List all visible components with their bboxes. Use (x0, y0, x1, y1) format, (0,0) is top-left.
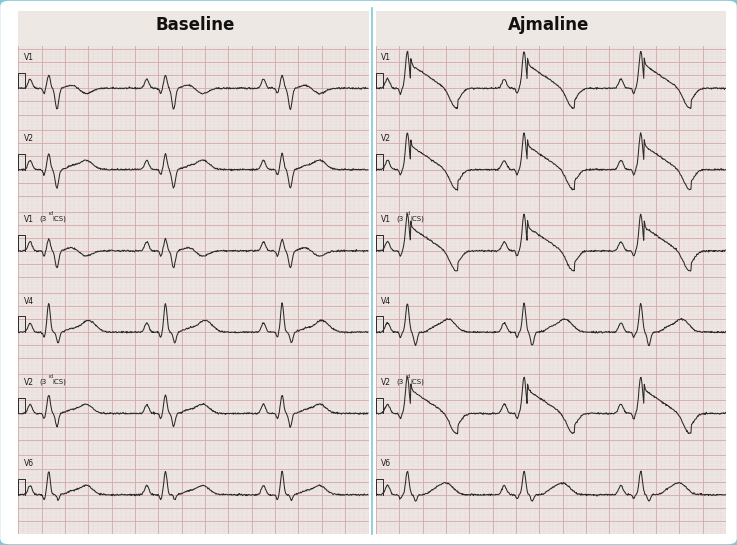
Text: V6: V6 (24, 459, 34, 468)
Text: V2: V2 (381, 378, 391, 387)
Text: ICS): ICS) (411, 215, 424, 222)
Text: ICS): ICS) (411, 378, 424, 385)
Text: V6: V6 (381, 459, 391, 468)
Text: (3: (3 (397, 378, 404, 385)
Text: rd: rd (405, 211, 411, 216)
Text: (3: (3 (40, 215, 46, 222)
Text: V1: V1 (381, 53, 391, 62)
Text: Ajmaline: Ajmaline (509, 16, 590, 34)
Text: ICS): ICS) (53, 378, 66, 385)
Text: V2: V2 (24, 378, 34, 387)
Text: V1: V1 (24, 53, 34, 62)
Text: rd: rd (48, 211, 53, 216)
Text: Baseline: Baseline (156, 16, 235, 34)
Text: V1: V1 (24, 215, 34, 225)
Text: rd: rd (405, 374, 411, 379)
Text: (3: (3 (397, 215, 404, 222)
Text: V1: V1 (381, 215, 391, 225)
Text: ICS): ICS) (53, 215, 66, 222)
Text: V2: V2 (24, 134, 34, 143)
Text: V2: V2 (381, 134, 391, 143)
Text: rd: rd (48, 374, 53, 379)
Text: (3: (3 (40, 378, 46, 385)
Text: V4: V4 (24, 296, 34, 306)
Text: V4: V4 (381, 296, 391, 306)
